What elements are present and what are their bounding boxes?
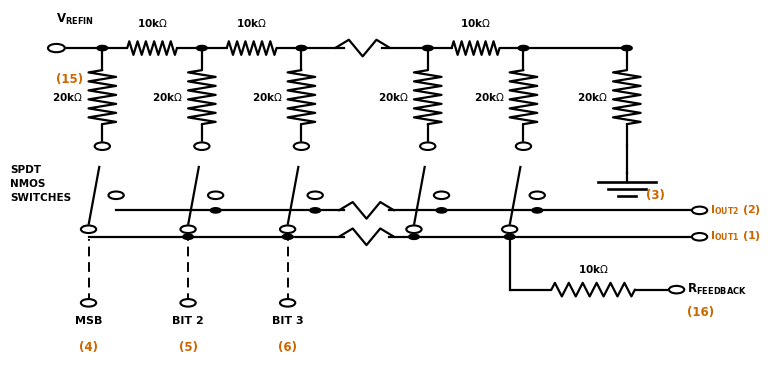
Circle shape [182, 234, 193, 239]
Circle shape [210, 208, 221, 213]
Circle shape [81, 226, 96, 233]
Text: I$_{\mathregular{OUT2}}$ (2): I$_{\mathregular{OUT2}}$ (2) [709, 203, 760, 217]
Circle shape [196, 46, 207, 51]
Text: (5): (5) [178, 340, 198, 354]
Text: (4): (4) [79, 340, 98, 354]
Text: 10k$\Omega$: 10k$\Omega$ [236, 17, 267, 29]
Circle shape [518, 46, 528, 51]
Text: SPDT
NMOS
SWITCHES: SPDT NMOS SWITCHES [10, 165, 71, 203]
Circle shape [692, 206, 707, 214]
Circle shape [181, 299, 196, 307]
Text: 10k$\Omega$: 10k$\Omega$ [578, 262, 608, 275]
Circle shape [669, 286, 684, 293]
Circle shape [532, 208, 542, 213]
Circle shape [307, 192, 323, 199]
Circle shape [516, 142, 531, 150]
Circle shape [692, 233, 707, 241]
Circle shape [81, 299, 96, 307]
Circle shape [504, 234, 515, 239]
Text: 20k$\Omega$: 20k$\Omega$ [378, 91, 409, 103]
Circle shape [95, 142, 110, 150]
Text: 20k$\Omega$: 20k$\Omega$ [152, 91, 183, 103]
Text: BIT 3: BIT 3 [272, 316, 303, 326]
Circle shape [310, 208, 320, 213]
Circle shape [296, 46, 307, 51]
Text: 20k$\Omega$: 20k$\Omega$ [473, 91, 504, 103]
Circle shape [48, 44, 65, 52]
Text: 20k$\Omega$: 20k$\Omega$ [577, 91, 608, 103]
Text: (15): (15) [57, 73, 84, 86]
Text: 20k$\Omega$: 20k$\Omega$ [53, 91, 83, 103]
Text: BIT 2: BIT 2 [172, 316, 204, 326]
Circle shape [282, 234, 293, 239]
Circle shape [434, 192, 449, 199]
Circle shape [208, 192, 223, 199]
Circle shape [194, 142, 210, 150]
Circle shape [181, 226, 196, 233]
Text: 10k$\Omega$: 10k$\Omega$ [137, 17, 168, 29]
Circle shape [109, 192, 123, 199]
Circle shape [407, 226, 421, 233]
Circle shape [422, 46, 433, 51]
Text: 10k$\Omega$: 10k$\Omega$ [460, 17, 491, 29]
Circle shape [280, 299, 296, 307]
Text: (3): (3) [646, 189, 665, 202]
Circle shape [409, 234, 419, 239]
Circle shape [294, 142, 309, 150]
Circle shape [622, 46, 632, 51]
Circle shape [420, 142, 435, 150]
Circle shape [502, 226, 518, 233]
Circle shape [436, 208, 447, 213]
Text: V$_{\mathregular{REF IN}}$: V$_{\mathregular{REF IN}}$ [57, 12, 95, 27]
Text: R$_{\mathregular{FEEDBACK}}$: R$_{\mathregular{FEEDBACK}}$ [687, 282, 747, 297]
Text: I$_{\mathregular{OUT1}}$ (1): I$_{\mathregular{OUT1}}$ (1) [709, 229, 760, 243]
Circle shape [280, 226, 296, 233]
Text: MSB: MSB [74, 316, 102, 326]
Text: 20k$\Omega$: 20k$\Omega$ [251, 91, 282, 103]
Circle shape [97, 46, 108, 51]
Circle shape [529, 192, 545, 199]
Text: (16): (16) [687, 306, 714, 319]
Text: (6): (6) [278, 340, 297, 354]
